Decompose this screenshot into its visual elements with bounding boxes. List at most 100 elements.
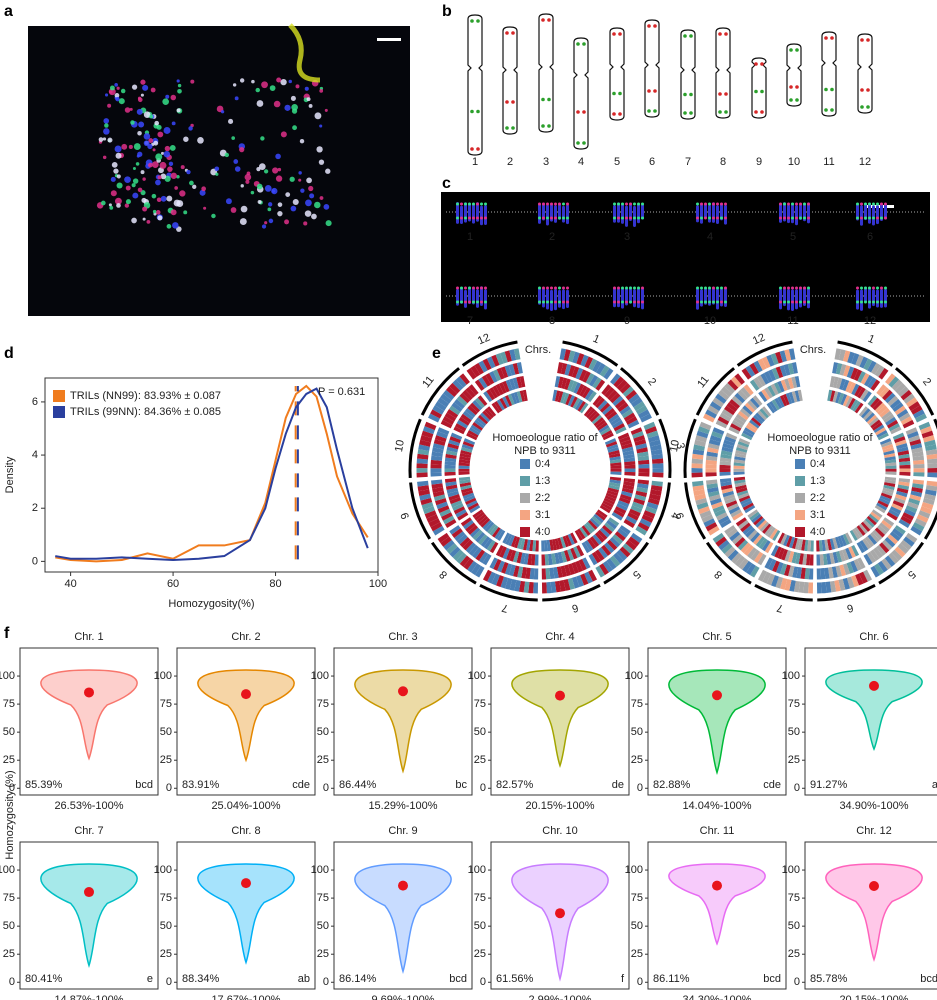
chromosome-spread [538,203,541,224]
chromosome-label: 7 [467,315,473,327]
y-tick-label: 50 [317,920,329,932]
genotype-block [863,553,873,566]
genotype-block [924,439,936,447]
legend-label: 3:1 [535,509,550,521]
genotype-block [779,395,788,407]
chromosome-label: 10 [788,156,800,168]
signal [795,48,799,52]
genotype-block [845,380,853,393]
genotype-block [508,363,516,376]
violin [40,863,138,969]
genotype-block [554,552,560,565]
genotype-block [829,390,836,402]
signal [779,216,782,220]
genotype-block [436,431,448,439]
signal [799,216,802,220]
legend-label: 1:3 [535,475,550,487]
fluorescence-spot [290,205,297,212]
y-tick-label: 0 [794,782,800,794]
genotype-block [579,526,589,538]
fluorescence-spot [305,199,312,207]
genotype-block [721,487,734,494]
signal [612,112,616,116]
signal [712,216,715,220]
genotype-block [578,369,588,382]
y-tick-label: 25 [3,948,15,960]
genotype-block [559,536,567,549]
y-tick-label: 75 [160,698,172,710]
genotype-block [696,430,709,439]
genotype-block [428,518,441,528]
legend-label: 0:4 [535,458,550,470]
fluorescence-spot [188,126,193,131]
group-letter: bcd [763,973,781,985]
genotype-block [908,435,921,443]
mean-label: 85.39% [25,779,63,791]
signal [460,300,463,304]
fluorescence-spot [109,205,114,210]
signal [866,38,870,42]
genotype-block [906,501,919,510]
signal [566,202,569,206]
genotype-block [711,431,723,439]
signal [558,216,561,220]
genotype-block [767,369,777,382]
genotype-block [873,424,885,434]
genotype-block [567,379,575,392]
genotype-block [870,397,881,409]
fluorescence-spot [136,108,143,115]
chromosome-spread [546,204,549,226]
genotype-block [730,423,742,432]
genotype-block [851,383,860,396]
genotype-block [717,515,730,525]
fluorescence-spot [146,219,151,224]
genotype-block [854,385,863,397]
signal [576,110,580,114]
genotype-block [791,391,798,403]
genotype-block [594,549,605,561]
genotype-block [634,439,647,446]
circos-label: Chrs. [800,344,826,356]
genotype-block [842,395,851,407]
genotype-block [571,562,580,574]
chromosome [751,57,767,119]
legend-swatch [520,476,530,486]
genotype-block [883,453,896,459]
genotype-block [882,389,893,401]
signal [783,300,786,304]
fluorescence-spot [186,169,191,175]
genotype-block [467,560,478,573]
genotype-block [764,525,774,536]
genotype-block [779,365,787,377]
genotype-block [446,446,459,453]
genotype-block [614,506,627,515]
chromosome-label: 8 [712,568,725,581]
genotype-block [592,395,603,406]
chromosome-spread [484,204,487,225]
chromosome-label: 8 [437,568,450,581]
genotype-block [747,422,759,431]
chromosome-spread [554,288,557,311]
genotype-block [888,552,899,564]
panel-title: Chr. 3 [388,631,417,643]
genotype-block [450,432,463,441]
signal [456,216,459,220]
genotype-block [486,356,496,369]
genotype-block [762,523,772,534]
signal [542,216,545,220]
fluorescence-spot [228,118,234,125]
legend-title: Homoeologue ratio of [767,432,873,444]
y-tick-label: 50 [788,726,800,738]
genotype-block [513,565,520,578]
chromosome-spread [864,286,867,303]
genotype-block [793,580,801,593]
signal [700,300,703,304]
genotype-block [617,402,629,413]
genotype-block [774,397,783,409]
genotype-block [557,376,564,389]
genotype-block [599,505,611,514]
genotype-block [608,453,621,459]
genotype-block [502,532,510,544]
genotype-block [494,400,503,412]
fluorescence-spot [177,83,182,88]
